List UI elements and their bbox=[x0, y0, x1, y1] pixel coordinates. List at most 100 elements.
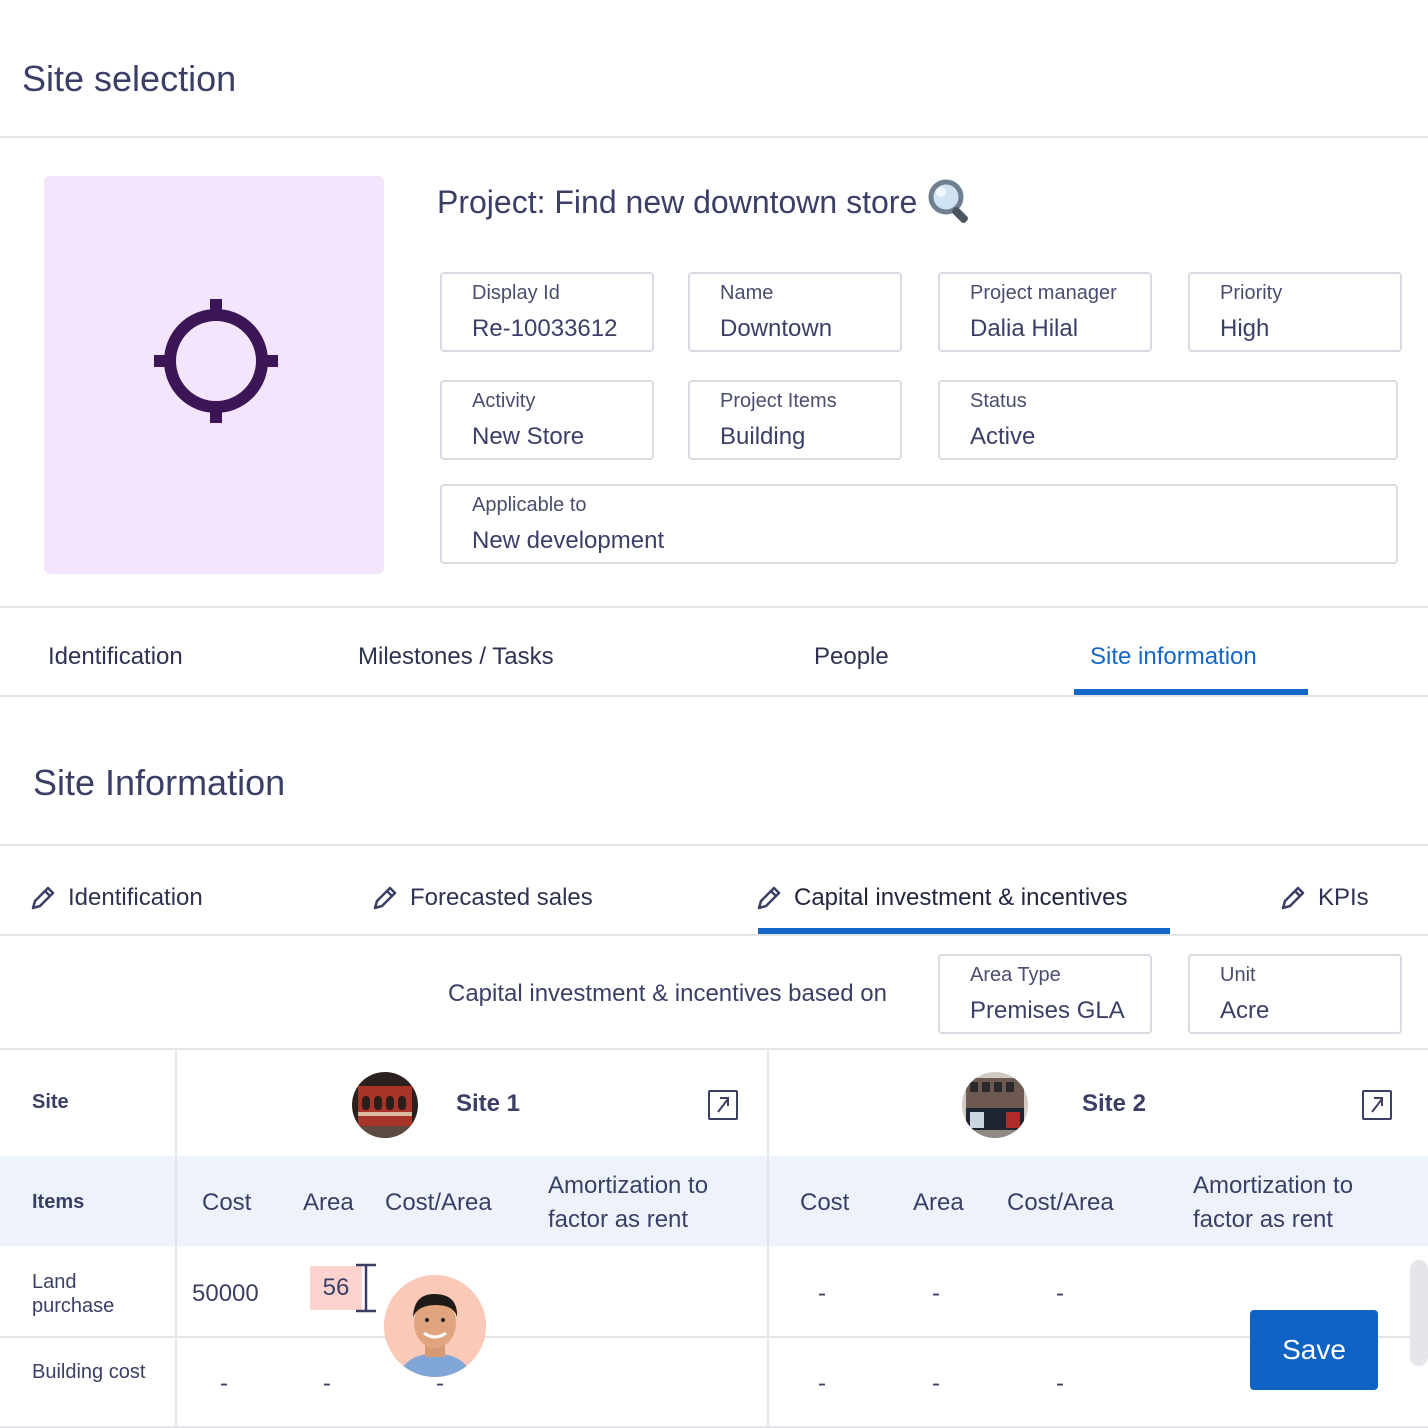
pencil-icon bbox=[757, 886, 781, 910]
tab-site-information[interactable]: Site information bbox=[1090, 643, 1257, 670]
applicable-to-field[interactable]: Applicable to New development bbox=[440, 484, 1398, 564]
cell-site2-area[interactable]: - bbox=[932, 1280, 940, 1307]
status-value: Active bbox=[970, 423, 1036, 450]
activity-label: Activity bbox=[472, 390, 536, 412]
applicable-to-value: New development bbox=[472, 527, 665, 554]
project-items-value: Building bbox=[720, 423, 806, 450]
pencil-icon bbox=[31, 886, 55, 910]
display-id-value: Re-10033612 bbox=[472, 315, 618, 342]
project-manager-value: Dalia Hilal bbox=[970, 315, 1079, 342]
area-type-value: Premises GLA bbox=[970, 997, 1125, 1024]
subtab-identification[interactable]: Identification bbox=[30, 884, 203, 912]
divider bbox=[0, 606, 1428, 608]
name-label: Name bbox=[720, 282, 774, 304]
active-subtab-indicator bbox=[758, 928, 1170, 934]
section-title: Site Information bbox=[33, 762, 286, 803]
subtab-capital-investment-label: Capital investment & incentives bbox=[794, 884, 1128, 911]
applicable-to-label: Applicable to bbox=[472, 494, 587, 516]
name-field[interactable]: Name Downtown bbox=[688, 272, 902, 352]
pencil-icon bbox=[373, 886, 397, 910]
row-divider bbox=[0, 1426, 1428, 1428]
priority-label: Priority bbox=[1220, 282, 1283, 304]
status-label: Status bbox=[970, 390, 1027, 412]
unit-field[interactable]: Unit Acre bbox=[1188, 954, 1402, 1034]
column-area: Area bbox=[303, 1189, 354, 1216]
project-image bbox=[44, 176, 384, 574]
magnifier-icon[interactable] bbox=[927, 178, 975, 226]
activity-value: New Store bbox=[472, 423, 585, 450]
project-title: Project: Find new downtown store bbox=[437, 178, 975, 226]
row-divider bbox=[0, 1336, 1428, 1338]
name-value: Downtown bbox=[720, 315, 833, 342]
external-link-icon[interactable] bbox=[708, 1090, 738, 1120]
site-header-label: Site bbox=[32, 1091, 69, 1113]
crosshair-icon bbox=[154, 299, 278, 423]
row-label-building-cost: Building cost bbox=[32, 1361, 146, 1383]
table-top-border bbox=[0, 1048, 1428, 1050]
cell-site2-area[interactable]: - bbox=[932, 1370, 940, 1397]
status-field[interactable]: Status Active bbox=[938, 380, 1398, 460]
column-amortization: Amortization to factor as rent bbox=[548, 1172, 709, 1233]
tab-identification[interactable]: Identification bbox=[48, 643, 183, 670]
subtab-kpis-label: KPIs bbox=[1318, 884, 1369, 911]
based-on-label: Capital investment & incentives based on bbox=[448, 980, 887, 1007]
tab-people[interactable]: People bbox=[814, 643, 889, 670]
cell-site2-cost-area[interactable]: - bbox=[1056, 1370, 1064, 1397]
column-divider bbox=[175, 1050, 177, 1428]
active-tab-indicator bbox=[1074, 689, 1308, 695]
tab-milestones-tasks[interactable]: Milestones / Tasks bbox=[358, 643, 554, 670]
divider bbox=[0, 136, 1428, 138]
cell-site1-area-value: 56 bbox=[322, 1274, 350, 1301]
subtab-identification-label: Identification bbox=[68, 884, 203, 911]
column-divider bbox=[767, 1050, 769, 1428]
area-type-label: Area Type bbox=[970, 964, 1061, 986]
cell-site1-area-editing[interactable]: 56 bbox=[310, 1266, 362, 1310]
save-button[interactable]: Save bbox=[1250, 1310, 1378, 1390]
cell-site1-cost-area[interactable]: - bbox=[436, 1370, 444, 1397]
project-manager-field[interactable]: Project manager Dalia Hilal bbox=[938, 272, 1152, 352]
activity-field[interactable]: Activity New Store bbox=[440, 380, 654, 460]
project-manager-label: Project manager bbox=[970, 282, 1117, 304]
column-amortization: Amortization to factor as rent bbox=[1193, 1172, 1354, 1233]
cell-site2-cost[interactable]: - bbox=[818, 1370, 826, 1397]
cell-site2-cost[interactable]: - bbox=[818, 1280, 826, 1307]
items-header-row bbox=[0, 1156, 1428, 1246]
cell-site2-cost-area[interactable]: - bbox=[1056, 1280, 1064, 1307]
column-cost: Cost bbox=[202, 1189, 252, 1216]
column-area: Area bbox=[913, 1189, 964, 1216]
project-items-label: Project Items bbox=[720, 390, 837, 412]
display-id-label: Display Id bbox=[472, 282, 560, 304]
site-2-name[interactable]: Site 2 bbox=[1082, 1090, 1147, 1117]
row-label-land-purchase: Land purchase bbox=[32, 1271, 115, 1317]
avatar bbox=[384, 1275, 486, 1377]
items-header-label: Items bbox=[32, 1191, 85, 1213]
vertical-scrollbar[interactable] bbox=[1410, 1260, 1428, 1366]
cell-site1-cost[interactable]: 50000 bbox=[192, 1280, 259, 1307]
priority-field[interactable]: Priority High bbox=[1188, 272, 1402, 352]
subtab-capital-investment[interactable]: Capital investment & incentives bbox=[756, 884, 1128, 912]
subtab-forecasted-sales-label: Forecasted sales bbox=[410, 884, 593, 911]
unit-label: Unit bbox=[1220, 964, 1256, 986]
project-items-field[interactable]: Project Items Building bbox=[688, 380, 902, 460]
tabs-divider bbox=[0, 695, 1428, 697]
site-1-thumbnail bbox=[352, 1072, 418, 1138]
subtab-kpis[interactable]: KPIs bbox=[1280, 884, 1369, 912]
project-title-text: Project: Find new downtown store bbox=[437, 183, 918, 220]
text-cursor-icon bbox=[356, 1263, 376, 1313]
cell-site1-area[interactable]: - bbox=[323, 1370, 331, 1397]
column-cost: Cost bbox=[800, 1189, 850, 1216]
priority-value: High bbox=[1220, 315, 1270, 342]
cell-site1-cost[interactable]: - bbox=[220, 1370, 228, 1397]
display-id-field[interactable]: Display Id Re-10033612 bbox=[440, 272, 654, 352]
subtab-forecasted-sales[interactable]: Forecasted sales bbox=[372, 884, 593, 912]
site-1-name[interactable]: Site 1 bbox=[456, 1090, 521, 1117]
column-cost-area: Cost/Area bbox=[1007, 1189, 1114, 1216]
page-title: Site selection bbox=[22, 58, 237, 99]
area-type-field[interactable]: Area Type Premises GLA bbox=[938, 954, 1152, 1034]
external-link-icon[interactable] bbox=[1362, 1090, 1392, 1120]
column-cost-area: Cost/Area bbox=[385, 1189, 492, 1216]
pencil-icon bbox=[1281, 886, 1305, 910]
site-2-thumbnail bbox=[962, 1072, 1028, 1138]
unit-value: Acre bbox=[1220, 997, 1270, 1024]
subtabs-divider bbox=[0, 934, 1428, 936]
